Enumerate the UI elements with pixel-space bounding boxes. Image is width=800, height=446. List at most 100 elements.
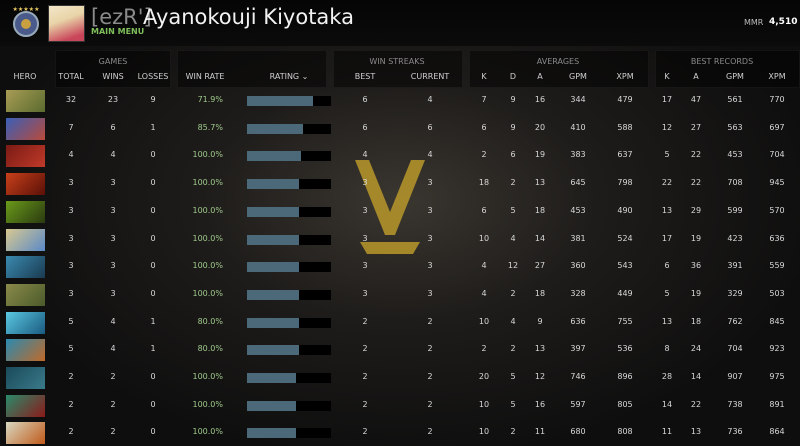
best-gpm: 599 — [727, 205, 743, 215]
column-header-best: BEST — [354, 72, 376, 81]
avg-k: 4 — [481, 261, 487, 271]
best-a: 24 — [690, 344, 702, 354]
best-gpm: 561 — [727, 95, 743, 104]
best-a: 22 — [690, 399, 702, 409]
avg-xpm: 808 — [617, 427, 633, 437]
rating-bar — [247, 345, 331, 356]
hero-portrait[interactable] — [6, 173, 45, 196]
avg-a: 12 — [534, 372, 546, 381]
group-header: GAMES — [98, 57, 128, 66]
win-rate: 100.0% — [192, 399, 223, 409]
rating-bar-fill — [247, 262, 300, 273]
rating-bar-fill — [247, 317, 300, 328]
avg-gpm: 680 — [570, 427, 586, 437]
wins: 3 — [110, 233, 116, 243]
total-games: 7 — [68, 122, 74, 132]
hero-portrait[interactable] — [6, 117, 45, 140]
best-k: 17 — [661, 233, 673, 243]
rating-bar-fill — [247, 96, 314, 106]
avatar[interactable] — [48, 5, 85, 42]
best-streak: 3 — [362, 233, 368, 243]
hero-portrait[interactable] — [6, 145, 45, 168]
rating-bar-fill — [247, 373, 296, 383]
avg-gpm: 453 — [570, 205, 586, 215]
hero-portrait[interactable] — [6, 256, 45, 279]
best-gpm: 907 — [727, 372, 743, 381]
avg-d: 2 — [510, 427, 516, 437]
avg-d: 2 — [510, 288, 516, 298]
rating-bar — [247, 428, 331, 439]
best-a: 18 — [690, 316, 702, 326]
avg-a: 18 — [534, 205, 546, 215]
best-streak: 2 — [362, 316, 368, 326]
best-records-panel — [655, 50, 800, 88]
avg-d: 4 — [510, 316, 516, 326]
best-streak: 2 — [362, 399, 368, 409]
hero-portrait[interactable] — [6, 422, 45, 445]
total-games: 2 — [68, 399, 74, 409]
hero-portrait[interactable] — [6, 283, 45, 306]
win-rate: 100.0% — [192, 427, 223, 437]
hero-portrait[interactable] — [6, 311, 45, 334]
avg-d: 9 — [510, 122, 516, 132]
column-header-rating[interactable]: RATING ⌄ — [269, 72, 309, 81]
best-k: 13 — [661, 205, 673, 215]
avg-a: 27 — [534, 261, 546, 271]
avg-a: 16 — [534, 399, 546, 409]
hero-portrait[interactable] — [6, 90, 45, 112]
current-streak: 3 — [427, 233, 433, 243]
hero-portrait[interactable] — [6, 339, 45, 362]
current-streak: 4 — [427, 95, 433, 104]
losses: 0 — [150, 288, 156, 298]
rating-bar-fill — [247, 151, 301, 162]
group-header: AVERAGES — [536, 57, 580, 66]
total-games: 3 — [68, 288, 74, 298]
avg-k: 10 — [478, 427, 490, 437]
best-xpm: 636 — [769, 233, 785, 243]
total-games: 3 — [68, 178, 74, 188]
current-streak: 2 — [427, 427, 433, 437]
best-a: 19 — [690, 233, 702, 243]
avg-gpm: 636 — [570, 316, 586, 326]
hero-portrait[interactable] — [6, 394, 45, 417]
avg-gpm: 360 — [570, 261, 586, 271]
column-header-gpm: GPM — [726, 72, 744, 81]
games-panel — [55, 50, 171, 88]
column-header-d: D — [509, 72, 517, 81]
wins: 2 — [110, 372, 116, 381]
total-games: 3 — [68, 233, 74, 243]
hero-portrait[interactable] — [6, 200, 45, 223]
avg-k: 2 — [481, 344, 487, 354]
hero-portrait[interactable] — [6, 228, 45, 251]
win-streaks-panel — [333, 50, 463, 88]
losses: 0 — [150, 372, 156, 381]
best-gpm: 762 — [727, 316, 743, 326]
column-header-xpm: XPM — [616, 72, 634, 81]
avg-k: 6 — [481, 122, 487, 132]
best-gpm: 391 — [727, 261, 743, 271]
current-streak: 3 — [427, 205, 433, 215]
win-rate: 85.7% — [197, 122, 223, 132]
current-streak: 4 — [427, 150, 433, 160]
best-gpm: 453 — [727, 150, 743, 160]
team-logo-icon — [355, 160, 425, 254]
avg-d: 2 — [510, 344, 516, 354]
win-rate: 100.0% — [192, 150, 223, 160]
losses: 1 — [150, 122, 156, 132]
svg-text:★★★★★: ★★★★★ — [13, 6, 40, 13]
best-k: 11 — [661, 427, 673, 437]
avg-k: 6 — [481, 205, 487, 215]
avg-gpm: 746 — [570, 372, 586, 381]
main-menu-link[interactable]: MAIN MENU — [91, 27, 145, 36]
wins: 2 — [110, 399, 116, 409]
mmr-value: 4,510 — [769, 17, 798, 27]
rating-bar-fill — [247, 206, 300, 217]
avg-gpm: 597 — [570, 399, 586, 409]
column-header-wins: WINS — [102, 72, 124, 81]
player-name: Ayanokouji Kiyotaka — [143, 5, 354, 29]
win-rate: 100.0% — [192, 261, 223, 271]
averages-panel — [469, 50, 649, 88]
hero-portrait[interactable] — [6, 367, 45, 389]
losses: 0 — [150, 233, 156, 243]
